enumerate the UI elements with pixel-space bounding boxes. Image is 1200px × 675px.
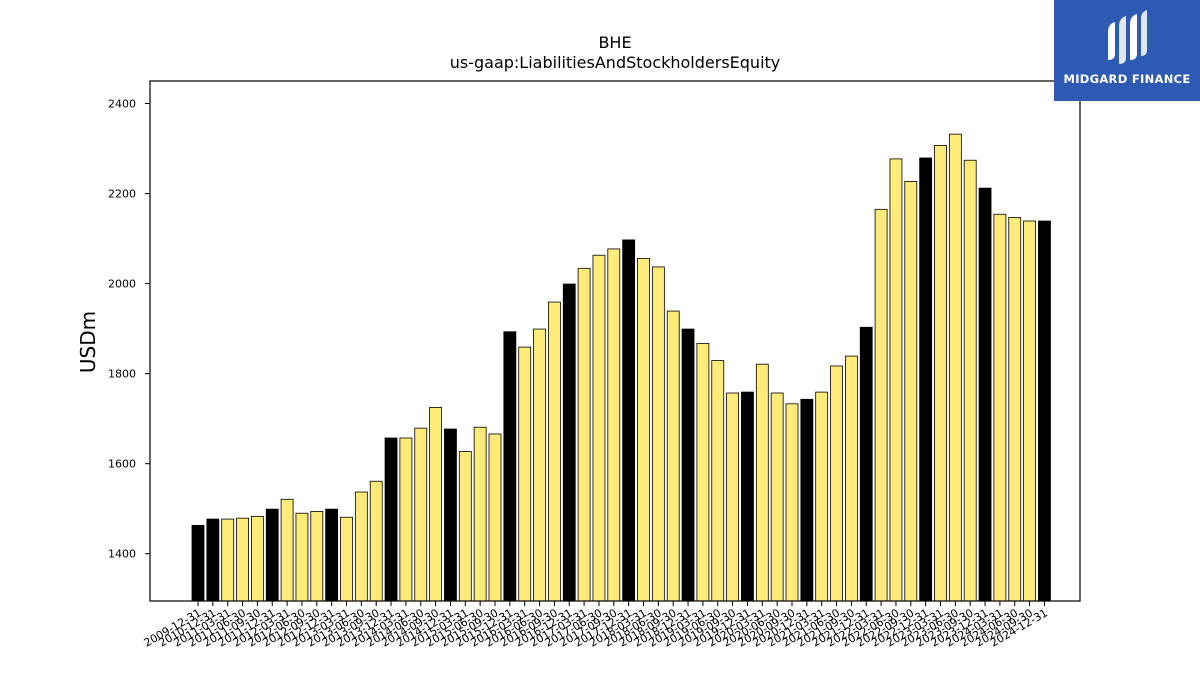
y-tick-label: 2000 <box>108 278 136 291</box>
bar-2024-03-31 <box>993 213 1007 602</box>
bar-2024-12-31 <box>1038 220 1051 602</box>
bar-2018-09-30 <box>666 310 680 602</box>
bar-2013-03-31 <box>340 516 353 602</box>
y-tick-label: 2200 <box>108 188 136 201</box>
chart-title: BHE <box>598 33 631 52</box>
bar-2014-03-31 <box>399 437 413 602</box>
bar-2010-12-31 <box>206 518 220 602</box>
bar-2017-03-31 <box>577 267 591 602</box>
bar-2023-06-30 <box>948 133 962 602</box>
bar-2019-09-30 <box>726 392 739 602</box>
y-tick-label: 1800 <box>108 368 136 381</box>
x-axis: 2009-12-312010-12-312011-03-312011-06-30… <box>142 601 1050 650</box>
bar-2012-09-30 <box>310 511 324 602</box>
bar-2019-06-30 <box>711 360 725 602</box>
bar-2016-09-30 <box>548 301 561 602</box>
bar-2016-12-31 <box>562 283 576 602</box>
bar-2011-09-30 <box>250 515 264 602</box>
bar-2017-12-31 <box>622 239 636 602</box>
brand-logo: MIDGARD FINANCE <box>1054 0 1200 101</box>
y-tick-label: 1600 <box>108 458 136 471</box>
bar-2014-09-30 <box>429 407 443 602</box>
bar-2014-06-30 <box>414 427 428 602</box>
bar-2023-09-30 <box>963 159 977 602</box>
bar-2011-06-30 <box>236 517 249 602</box>
bar-2022-06-30 <box>889 158 903 602</box>
bar-2020-03-31 <box>755 363 769 602</box>
bar-2011-12-31 <box>265 508 279 602</box>
bar-2009-12-31 <box>191 524 205 602</box>
bar-2018-03-31 <box>637 257 650 602</box>
y-axis-label: USDm <box>76 311 100 373</box>
bar-2020-12-31 <box>800 398 814 602</box>
bar-2015-12-31 <box>503 331 517 602</box>
bar-2013-09-30 <box>369 480 383 602</box>
bar-2015-09-30 <box>488 433 502 602</box>
bar-2015-03-31 <box>458 451 472 602</box>
bar-2018-12-31 <box>681 328 695 602</box>
bar-2011-03-31 <box>221 518 235 602</box>
bar-2022-12-31 <box>919 157 933 602</box>
bar-2017-06-30 <box>592 254 606 602</box>
bar-2023-12-31 <box>978 187 992 602</box>
bar-2023-03-31 <box>934 144 947 602</box>
bar-2022-03-31 <box>874 208 888 602</box>
bar-2024-06-30 <box>1008 217 1022 602</box>
y-tick-label: 2400 <box>108 98 136 111</box>
bar-2024-09-30 <box>1023 220 1036 602</box>
bar-2015-06-30 <box>473 426 487 602</box>
bar-2016-06-30 <box>533 328 546 602</box>
bar-2012-03-31 <box>280 498 294 602</box>
bar-2021-06-30 <box>830 365 843 602</box>
bar-2013-06-30 <box>354 491 368 602</box>
bar-2018-06-30 <box>651 266 665 602</box>
bar-2014-12-31 <box>444 428 457 602</box>
y-axis: 1400 1600 1800 2000 2200 2400 <box>108 98 150 561</box>
bar-2020-09-30 <box>785 403 799 602</box>
bars-group <box>191 133 1051 602</box>
chart-subtitle: us-gaap:LiabilitiesAndStockholdersEquity <box>450 53 781 72</box>
bar-2020-06-30 <box>770 392 784 602</box>
bar-2021-12-31 <box>859 326 873 602</box>
bar-2021-09-30 <box>845 355 858 602</box>
bar-2016-03-31 <box>518 346 532 602</box>
bar-2012-06-30 <box>295 512 309 602</box>
bar-2021-03-31 <box>815 391 829 602</box>
brand-name: MIDGARD FINANCE <box>1063 72 1191 86</box>
midgard-logo-icon <box>1108 10 1147 64</box>
y-tick-label: 1400 <box>108 548 136 561</box>
bar-2019-12-31 <box>741 391 754 602</box>
bar-2019-03-31 <box>696 343 710 602</box>
bar-2022-09-30 <box>904 180 918 602</box>
bar-2017-09-30 <box>607 248 621 602</box>
bar-2013-12-31 <box>384 437 398 602</box>
bar-2012-12-31 <box>325 508 339 602</box>
plot-frame <box>149 80 1081 602</box>
